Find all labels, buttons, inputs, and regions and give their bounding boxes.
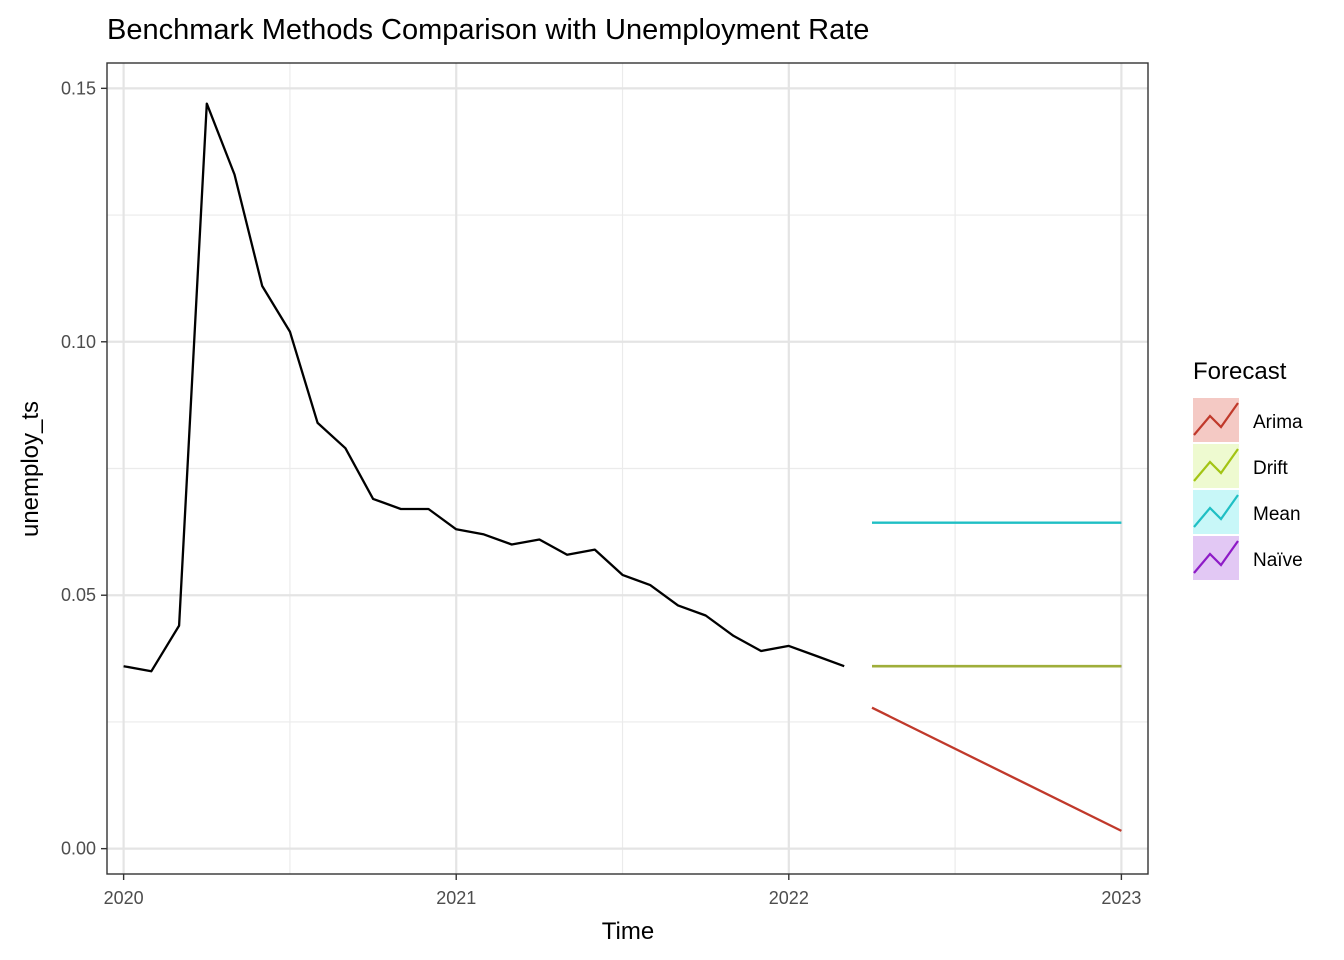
legend-key-line — [1193, 540, 1239, 574]
legend: Forecast Arima Drift Mean Naïve — [1193, 358, 1303, 580]
y-axis-title: unemploy_ts — [17, 401, 44, 537]
legend-entry-mean: Mean — [1193, 490, 1301, 534]
legend-key — [1193, 536, 1239, 580]
axes: 2020 2021 2022 2023 0.00 0.05 0.10 0.15 — [61, 78, 1141, 908]
legend-key-line — [1193, 494, 1239, 528]
x-tick-label: 2023 — [1101, 888, 1141, 908]
legend-key — [1193, 398, 1239, 442]
legend-label: Mean — [1253, 504, 1301, 525]
y-tick-label: 0.00 — [61, 839, 96, 859]
legend-label: Arima — [1253, 412, 1303, 433]
legend-items: Arima Drift Mean Naïve — [1193, 398, 1303, 580]
series-layer — [123, 102, 1122, 832]
series-line-observed — [123, 102, 845, 673]
series-line-arima — [871, 706, 1122, 832]
legend-key-line — [1193, 448, 1239, 482]
y-tick-label: 0.05 — [61, 585, 96, 605]
x-tick-label: 2022 — [769, 888, 809, 908]
legend-label: Drift — [1253, 458, 1289, 479]
x-axis-title: Time — [602, 918, 654, 945]
legend-entry-nave: Naïve — [1193, 536, 1303, 580]
legend-label: Naïve — [1253, 550, 1303, 571]
legend-key-line — [1193, 402, 1239, 436]
y-tick-label: 0.10 — [61, 332, 96, 352]
grid — [107, 63, 1148, 874]
legend-key — [1193, 444, 1239, 488]
x-tick-label: 2020 — [104, 888, 144, 908]
y-tick-label: 0.15 — [61, 78, 96, 98]
legend-title: Forecast — [1193, 358, 1287, 385]
legend-key — [1193, 490, 1239, 534]
plot-panel-border — [106, 62, 1149, 875]
legend-entry-drift: Drift — [1193, 444, 1289, 488]
chart-title: Benchmark Methods Comparison with Unempl… — [107, 14, 869, 46]
x-tick-label: 2021 — [436, 888, 476, 908]
legend-entry-arima: Arima — [1193, 398, 1303, 442]
